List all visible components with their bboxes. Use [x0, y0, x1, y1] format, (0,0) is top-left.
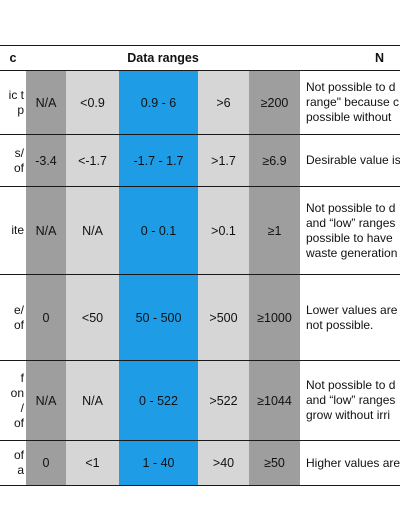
table-rule	[0, 134, 400, 135]
table-rule	[0, 274, 400, 275]
range-cell-low: N/A	[66, 361, 119, 440]
table-rule	[0, 485, 400, 486]
range-cell-high: >0.1	[198, 187, 249, 274]
metric-label-line: ic t	[8, 87, 24, 102]
data-ranges-column-header: Data ranges	[127, 51, 199, 65]
range-cell-na: N/A	[26, 361, 66, 440]
metric-label-line: s/	[14, 145, 24, 160]
range-cell-desirable: 0.9 - 6	[119, 71, 198, 134]
notes-line: Desirable value is	[306, 153, 400, 167]
notes-line: possible to have	[306, 230, 393, 245]
range-cell-desirable: 50 - 500	[119, 275, 198, 360]
notes-line: Not possible to d	[306, 80, 396, 94]
notes-cell: Not possible to d and “low” ranges possibl…	[300, 187, 400, 274]
notes-line: Not possible to d	[306, 378, 396, 392]
table-rule	[0, 70, 400, 71]
notes-cell: Not possible to d range" because c possibl…	[300, 71, 400, 134]
metric-label-line: ite	[11, 223, 24, 237]
range-cell-high: >500	[198, 275, 249, 360]
range-cell-low: N/A	[66, 187, 119, 274]
metric-label-line: on	[10, 385, 24, 400]
range-cell-low: <-1.7	[66, 135, 119, 186]
metric-label-line: of	[13, 448, 24, 462]
metric-label: s/of	[0, 135, 26, 186]
metric-label-line: a	[17, 463, 24, 477]
metric-label: of a	[0, 441, 26, 485]
range-cell-desirable: 0 - 522	[119, 361, 198, 440]
range-cell-high: >6	[198, 71, 249, 134]
metric-label-line: of	[13, 160, 24, 175]
table-rule	[0, 45, 400, 46]
metric-label: e/of	[0, 275, 26, 360]
notes-line: grow without irri	[306, 408, 391, 422]
metric-label-line: of	[13, 415, 24, 430]
range-cell-low: <50	[66, 275, 119, 360]
notes-line: Lower values are	[306, 302, 398, 317]
metric-label-line: f	[20, 370, 24, 385]
metric-label-line: of	[13, 317, 24, 332]
notes-cell: Not possible to d and “low” ranges grow wi…	[300, 361, 400, 440]
range-cell-very-high: ≥1	[249, 187, 300, 274]
metric-label-line: e/	[13, 302, 24, 317]
notes-line: Not possible to d	[306, 200, 396, 215]
table-rule	[0, 186, 400, 187]
range-cell-very-high: ≥200	[249, 71, 300, 134]
metric-label-line: p	[17, 102, 24, 117]
notes-cell: Higher values are	[300, 441, 400, 485]
notes-line: Higher values are	[306, 455, 400, 470]
range-cell-na: -3.4	[26, 135, 66, 186]
range-cell-na: N/A	[26, 187, 66, 274]
notes-line: and “low” ranges	[306, 215, 396, 230]
notes-line: possible without	[306, 110, 392, 124]
notes-line: and “low” ranges	[306, 393, 396, 407]
range-cell-very-high: ≥1000	[249, 275, 300, 360]
notes-column-header: N	[375, 51, 385, 65]
notes-line: not possible.	[306, 317, 374, 332]
range-cell-desirable: 0 - 0.1	[119, 187, 198, 274]
range-cell-low: <1	[66, 441, 119, 485]
range-cell-high: >522	[198, 361, 249, 440]
range-cell-low: <0.9	[66, 71, 119, 134]
notes-line: range" because c	[306, 95, 399, 109]
range-cell-na: N/A	[26, 71, 66, 134]
range-cell-na: 0	[26, 275, 66, 360]
range-cell-high: >40	[198, 441, 249, 485]
metric-label-line: /	[20, 400, 24, 415]
range-cell-very-high: ≥50	[249, 441, 300, 485]
metric-label: ite	[0, 187, 26, 274]
range-cell-na: 0	[26, 441, 66, 485]
range-cell-high: >1.7	[198, 135, 249, 186]
range-cell-very-high: ≥6.9	[249, 135, 300, 186]
range-cell-very-high: ≥1044	[249, 361, 300, 440]
notes-line: waste generation	[306, 245, 398, 260]
range-cell-desirable: 1 - 40	[119, 441, 198, 485]
table-rule	[0, 440, 400, 441]
notes-cell: Lower values are not possible.	[300, 275, 400, 360]
range-cell-desirable: -1.7 - 1.7	[119, 135, 198, 186]
table-rule	[0, 360, 400, 361]
notes-cell: Desirable value is	[300, 135, 400, 186]
metric-label: f on / of	[0, 361, 26, 440]
metric-column-header: c	[9, 51, 17, 65]
